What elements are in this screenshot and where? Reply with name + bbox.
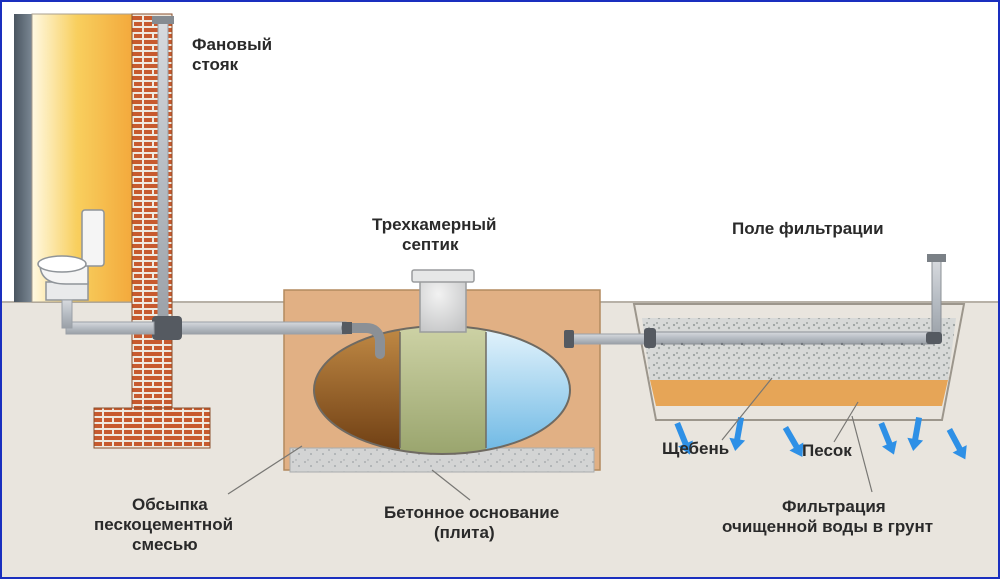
- field-vent-junction: [926, 332, 942, 344]
- diagram-frame: Фановый стояк Трехкамерный септик Поле ф…: [0, 0, 1000, 579]
- house-dark-wall: [14, 14, 32, 302]
- house-vent-pipe: [158, 22, 168, 328]
- toilet-drain: [66, 322, 154, 334]
- label-field: Поле фильтрации: [732, 219, 884, 238]
- toilet-drop: [62, 300, 72, 328]
- label-vent: Фановый стояк: [192, 35, 277, 74]
- brick-foundation: [94, 408, 210, 448]
- sand-layer: [650, 380, 948, 406]
- field-vent-cap: [927, 254, 946, 262]
- field-vent-pipe: [932, 260, 941, 340]
- label-gravel: Щебень: [662, 439, 729, 458]
- septic-hatch-neck: [420, 278, 466, 332]
- label-septic: Трехкамерный септик: [372, 215, 501, 254]
- drain-inlet-fitting: [644, 328, 656, 348]
- drain-pipe: [648, 332, 934, 344]
- tank-inlet-fitting: [342, 322, 352, 334]
- tank-outlet-fitting: [564, 330, 574, 348]
- diagram-svg: Фановый стояк Трехкамерный септик Поле ф…: [2, 2, 998, 577]
- sewer-tee: [152, 316, 182, 340]
- house-vent-cap: [152, 16, 174, 24]
- label-sand: Песок: [802, 441, 852, 460]
- sewer-pipe-1: [168, 322, 346, 334]
- sewer-pipe-2: [568, 334, 650, 344]
- septic-hatch-lid: [412, 270, 474, 282]
- gravel-layer: [642, 318, 956, 380]
